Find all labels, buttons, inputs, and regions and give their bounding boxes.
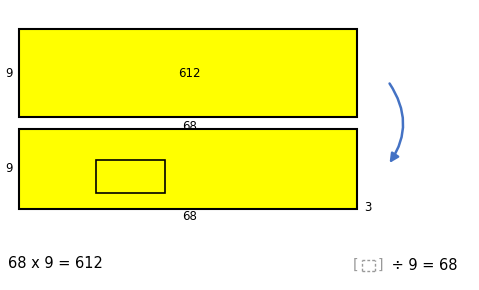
Text: 612: 612 bbox=[178, 67, 200, 79]
Text: ]: ] bbox=[378, 258, 384, 272]
Text: 68 x 9 = 612: 68 x 9 = 612 bbox=[8, 256, 103, 271]
Text: 3: 3 bbox=[364, 201, 372, 214]
FancyArrowPatch shape bbox=[389, 84, 403, 161]
Text: 68: 68 bbox=[182, 120, 197, 133]
Text: 9: 9 bbox=[5, 67, 12, 79]
Bar bbox=[19, 129, 357, 209]
Bar bbox=[96, 160, 165, 193]
Text: 68: 68 bbox=[182, 211, 197, 223]
Text: 9: 9 bbox=[5, 162, 12, 175]
Text: [: [ bbox=[353, 258, 359, 272]
Text: ÷ 9 = 68: ÷ 9 = 68 bbox=[387, 258, 457, 273]
Bar bbox=[19, 29, 357, 117]
